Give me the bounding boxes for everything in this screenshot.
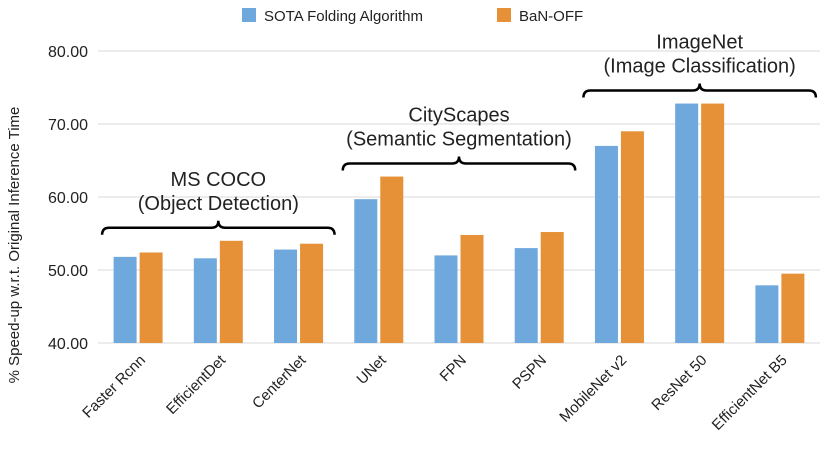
bar — [701, 103, 725, 343]
bar — [675, 103, 699, 343]
group-brace — [100, 220, 336, 235]
legend-label: BaN-OFF — [519, 8, 583, 25]
y-tick-label: 80.00 — [48, 44, 88, 61]
bar — [540, 232, 564, 343]
y-tick-label: 50.00 — [48, 263, 88, 280]
bar — [219, 240, 243, 343]
bar — [139, 252, 163, 343]
bars — [113, 103, 805, 343]
x-tick-label: ResNet 50 — [648, 352, 710, 414]
y-axis-ticks: 40.00 50.00 60.00 70.00 80.00 — [48, 44, 88, 353]
bar — [460, 234, 484, 343]
group-label-line2: (Semantic Segmentation) — [346, 129, 572, 151]
bar — [781, 273, 805, 343]
bar — [113, 256, 137, 343]
x-tick-label: UNet — [353, 351, 390, 388]
bar — [354, 199, 378, 343]
bar — [300, 243, 324, 343]
y-tick-label: 60.00 — [48, 190, 88, 207]
x-tick-label: EfficientNet B5 — [709, 352, 791, 434]
bar — [514, 248, 538, 343]
group-label-line1: CityScapes — [408, 105, 509, 127]
x-tick-label: EfficientDet — [163, 351, 230, 418]
group-brace — [582, 83, 818, 98]
x-axis-ticks: Faster Rcnn EfficientDet CenterNet UNet FPN P… — [79, 351, 791, 434]
bar — [620, 131, 644, 343]
bar — [594, 145, 618, 343]
legend-swatch — [242, 8, 256, 22]
x-tick-label: FPN — [437, 352, 470, 385]
x-tick-label: PSPN — [509, 352, 550, 393]
bar — [380, 176, 404, 343]
legend: SOTA Folding Algorithm BaN-OFF — [242, 8, 583, 25]
legend-label: SOTA Folding Algorithm — [264, 8, 423, 25]
bar — [434, 255, 458, 343]
legend-swatch — [497, 8, 511, 22]
x-tick-label: CenterNet — [249, 351, 310, 412]
group-label-line1: MS COCO — [171, 169, 267, 191]
y-axis-label: % Speed-up w.r.t. Original Inference Tim… — [6, 107, 23, 384]
group-label-line2: (Image Classification) — [604, 56, 796, 78]
gridlines — [98, 50, 820, 344]
group-label-line2: (Object Detection) — [138, 193, 299, 215]
x-tick-label: MobileNet v2 — [556, 352, 630, 426]
bar — [274, 249, 298, 343]
y-tick-label: 70.00 — [48, 117, 88, 134]
y-tick-label: 40.00 — [48, 336, 88, 353]
bar — [755, 285, 779, 343]
bar — [193, 258, 217, 343]
group-brace — [341, 156, 577, 171]
x-tick-label: Faster Rcnn — [79, 352, 149, 422]
group-annotations: (Object Detection)MS COCO (Semantic Segme… — [100, 32, 818, 235]
group-label-line1: ImageNet — [656, 32, 743, 54]
